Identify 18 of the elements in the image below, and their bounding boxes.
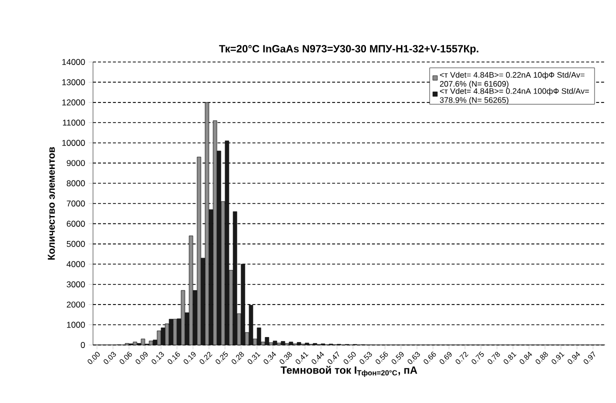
y-tick-label: 0 xyxy=(80,342,85,348)
y-tick-label: 12000 xyxy=(62,99,85,106)
y-axis-title: Количество элементов xyxy=(48,147,55,260)
y-tick-label: 2000 xyxy=(66,302,85,308)
y-tick-label: 13000 xyxy=(62,79,85,86)
y-tick-label: 4000 xyxy=(66,261,85,268)
y-tick-label: 10000 xyxy=(62,140,85,146)
y-tick-label: 3000 xyxy=(66,281,85,288)
y-tick-label: 8000 xyxy=(66,180,85,186)
y-tick-label: 6000 xyxy=(66,220,85,227)
y-tick-label: 14000 xyxy=(62,59,85,65)
y-tick-label: 1000 xyxy=(67,322,85,328)
y-tick-label: 9000 xyxy=(66,160,85,166)
y-tick-label: 5000 xyxy=(66,240,85,247)
y-tick-label: 11000 xyxy=(62,120,85,126)
y-tick-label: 7000 xyxy=(66,200,85,206)
x-axis-title: Темновой ток I$_{Тфон=20°C}$, пА xyxy=(280,366,418,377)
chart-title: Тк=20°C InGaAs N973=У30-30 МПУ-Н1-32+V-1557Кр. xyxy=(219,45,478,54)
